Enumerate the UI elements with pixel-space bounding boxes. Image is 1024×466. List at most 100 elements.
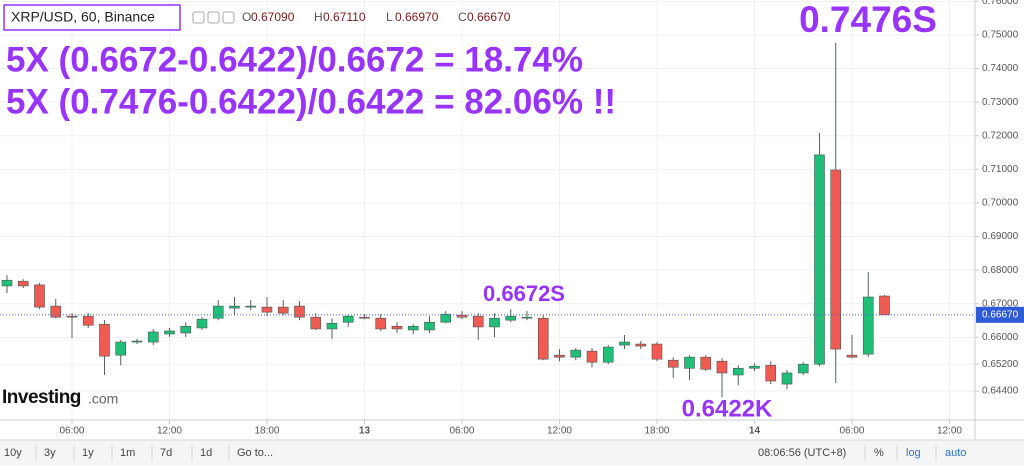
candle-body	[50, 305, 62, 318]
y-tick-label: 0.71000	[982, 164, 1019, 175]
settings-icon[interactable]	[207, 11, 220, 24]
candle-body	[164, 330, 175, 335]
y-tick-label: 0.69000	[982, 231, 1019, 242]
logo-suffix: .com	[88, 391, 118, 407]
axis-option[interactable]: %	[874, 447, 884, 459]
candle-body	[66, 315, 78, 318]
candle-body	[749, 365, 760, 369]
candle-body	[814, 154, 825, 365]
range-button[interactable]: 7d	[160, 447, 172, 459]
ohlc-value: 0.67110	[323, 10, 366, 24]
ohlc-key: C	[458, 10, 467, 24]
candle-body	[797, 363, 809, 374]
candle-body	[570, 349, 582, 358]
candle-body	[82, 315, 94, 326]
x-tick-label: 06:00	[839, 426, 864, 437]
range-button[interactable]: 3y	[44, 447, 56, 459]
logo-name: Investing	[2, 387, 81, 408]
range-button[interactable]: 1d	[200, 447, 212, 459]
y-tick-label: 0.65200	[982, 359, 1019, 370]
last-price-label: 0.66670	[982, 309, 1019, 320]
candle-body	[229, 305, 240, 309]
ohlc-key: L	[386, 10, 393, 24]
last-price-tag	[976, 306, 1024, 323]
eye-icon[interactable]	[192, 11, 205, 24]
y-tick-label: 0.70000	[982, 198, 1019, 209]
candle-body	[619, 341, 630, 346]
candle-body	[505, 315, 517, 321]
axis-option[interactable]: auto	[945, 447, 966, 459]
annotation: 0.7476S	[799, 0, 937, 40]
ohlc-header: O 0.67090 H 0.67110 L 0.66970 C 0.66670	[242, 10, 511, 24]
candle-body	[245, 305, 257, 308]
candle-body	[635, 343, 647, 347]
candle-body	[684, 356, 695, 369]
toolbar-items: 10y 3y 1y 1m 7d 1d Go to... 08:06:56 (UTC+8)% lo…	[4, 445, 966, 461]
candle-body	[700, 356, 712, 370]
candle-body	[651, 343, 663, 360]
ohlc-value: 0.67090	[251, 10, 295, 24]
y-tick-label: 0.68000	[982, 265, 1019, 276]
candle-body	[879, 295, 890, 316]
candle-body	[667, 359, 679, 368]
range-button[interactable]: Go to...	[237, 447, 273, 459]
candle-body	[1, 279, 13, 287]
clock: 08:06:56 (UTC+8)	[758, 447, 846, 459]
candle-body	[846, 354, 858, 358]
candle-body	[554, 354, 565, 358]
candle-body	[34, 284, 45, 308]
x-tick-label: 06:00	[449, 426, 474, 437]
candle-body	[115, 341, 127, 356]
candle-body	[489, 317, 500, 328]
candle-body	[375, 317, 387, 330]
ohlc-value: 0.66970	[395, 10, 439, 24]
annotation: 0.6672S	[483, 281, 565, 306]
y-tick-label: 0.66000	[982, 332, 1019, 343]
candle-body	[830, 169, 842, 350]
axis-option[interactable]: log	[906, 447, 921, 459]
y-tick-label: 0.72000	[982, 130, 1019, 141]
range-button[interactable]: 1y	[82, 447, 94, 459]
y-tick-label: 0.76000	[982, 0, 1019, 7]
annotation: 0.6422K	[682, 395, 773, 422]
candle-body	[765, 364, 777, 382]
range-button[interactable]: 1m	[120, 447, 135, 459]
candle-body	[99, 323, 110, 357]
y-tick-label: 0.67000	[982, 298, 1019, 309]
candle-body	[407, 325, 419, 331]
y-tick-label: 0.64400	[982, 386, 1019, 397]
candle-body	[862, 296, 874, 355]
ohlc-value: 0.66670	[467, 10, 511, 24]
plot-area	[0, 43, 975, 398]
candle-body	[196, 318, 208, 329]
candle-body	[342, 315, 354, 323]
logo: Investing .com	[2, 387, 118, 408]
x-tick-label: 12:00	[157, 426, 182, 437]
candle-body	[310, 316, 322, 330]
close-icon[interactable]	[222, 11, 235, 24]
x-tick-label: 12:00	[937, 426, 962, 437]
candle-body	[391, 325, 403, 330]
y-tick-label: 0.74000	[982, 63, 1019, 74]
x-tick-label: 12:00	[547, 426, 572, 437]
title-box	[3, 4, 181, 31]
annotation: 5X (0.7476-0.6422)/0.6422 = 82.06% !!	[6, 82, 616, 121]
candle-body	[456, 314, 468, 318]
candle-body	[180, 325, 192, 334]
candle-body	[732, 367, 744, 376]
x-tick-label: 18:00	[254, 426, 279, 437]
x-tick-label: 13	[359, 426, 371, 437]
toolbar	[0, 440, 1024, 466]
candle-body	[586, 350, 598, 363]
x-tick-label: 18:00	[644, 426, 669, 437]
range-button[interactable]: 10y	[4, 447, 22, 459]
candle-body	[261, 306, 273, 313]
candle-body	[294, 305, 305, 318]
candle-body	[131, 340, 143, 343]
y-tick-label: 0.73000	[982, 97, 1019, 108]
candle-body	[277, 306, 289, 314]
x-tick-label: 14	[749, 426, 761, 437]
candle-body	[17, 280, 29, 287]
